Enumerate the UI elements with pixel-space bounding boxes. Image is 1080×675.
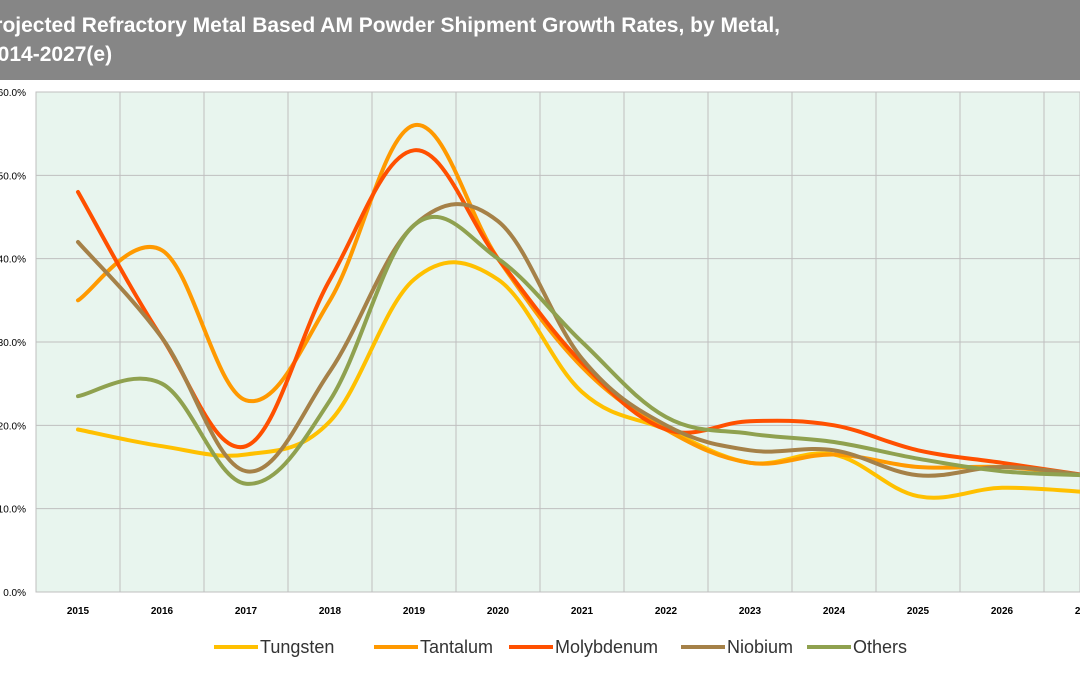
y-tick-label: 0.0% [3, 588, 26, 599]
series-line-tungsten [76, 260, 1080, 500]
y-tick-label: 10.0% [0, 505, 26, 516]
y-tick-label: 30.0% [0, 338, 26, 349]
series-lines [76, 123, 1080, 500]
chart-title-bar: Projected Refractory Metal Based AM Powd… [0, 0, 1080, 80]
y-tick-label: 20.0% [0, 421, 26, 432]
x-tick-label: 2025 [907, 606, 930, 617]
line-chart: 60.0%50.0%40.0%30.0%20.0%10.0%0.0% 2015 2… [0, 88, 1080, 657]
x-tick-label: 2018 [319, 606, 342, 617]
y-tick-label: 60.0% [0, 88, 26, 99]
x-tick-label: 2027 [1075, 606, 1080, 617]
x-tick-label: 2015 [67, 606, 90, 617]
y-axis-tick-labels: 60.0% 50.0% 40.0% 30.0% 20.0% 10.0% 0.0% [0, 88, 26, 599]
y-tick-label: 40.0% [0, 255, 26, 266]
series-line-others [76, 214, 1080, 486]
legend-item-tantalum: Tantalum [374, 637, 493, 657]
x-tick-label: 2023 [739, 606, 762, 617]
series-line-molybdenum [76, 148, 1080, 477]
x-tick-label: 2019 [403, 606, 426, 617]
x-tick-label: 2016 [151, 606, 174, 617]
x-tick-label: 2017 [235, 606, 258, 617]
y-tick-label: 50.0% [0, 171, 26, 182]
chart-title-line-1: Projected Refractory Metal Based AM Powd… [0, 14, 780, 37]
legend-label: Tungsten [260, 637, 334, 657]
x-tick-label: 2024 [823, 606, 846, 617]
gridlines [35, 91, 1080, 593]
x-tick-label: 2026 [991, 606, 1014, 617]
legend-item-others: Others [807, 637, 907, 657]
x-tick-label: 2022 [655, 606, 678, 617]
legend-label: Others [853, 637, 907, 657]
legend: Tungsten Tantalum Molybdenum Niobium Others [214, 637, 907, 657]
x-tick-label: 2021 [571, 606, 594, 617]
legend-label: Tantalum [420, 637, 493, 657]
legend-item-tungsten: Tungsten [214, 637, 334, 657]
chart-title-line-2: 2014-2027(e) [0, 43, 113, 66]
legend-item-molybdenum: Molybdenum [509, 637, 658, 657]
legend-label: Niobium [727, 637, 793, 657]
legend-label: Molybdenum [555, 637, 658, 657]
series-line-niobium [76, 202, 1080, 478]
x-tick-label: 2020 [487, 606, 510, 617]
x-axis-tick-labels: 2015 2016 2017 2018 2019 2020 2021 2022 2023 2024… [67, 606, 1080, 617]
legend-item-niobium: Niobium [681, 637, 793, 657]
